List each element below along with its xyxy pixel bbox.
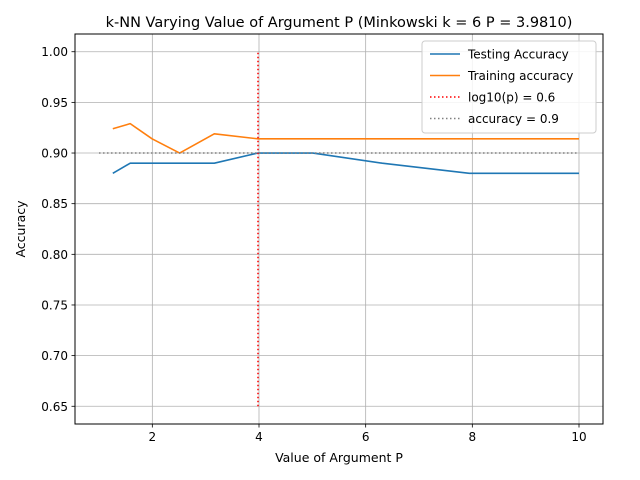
y-tick-label: 0.90 bbox=[41, 147, 68, 161]
axis-ticks: 2 4 6 8 10 0.65 0.70 0.75 0.80 0.85 0.90 0.95 1.00 bbox=[41, 45, 586, 444]
chart-title: k-NN Varying Value of Argument P (Minkow… bbox=[106, 15, 573, 31]
x-tick-label: 2 bbox=[149, 430, 157, 444]
x-tick-label: 6 bbox=[362, 430, 370, 444]
legend-label: accuracy = 0.9 bbox=[468, 112, 559, 126]
y-axis-label: Accuracy bbox=[13, 200, 28, 258]
series-line-2 bbox=[112, 122, 579, 154]
y-tick-label: 0.95 bbox=[41, 96, 68, 110]
y-tick-label: 0.70 bbox=[41, 349, 68, 363]
legend-label: Testing Accuracy bbox=[467, 48, 569, 62]
x-tick-label: 4 bbox=[255, 430, 263, 444]
x-tick-label: 8 bbox=[469, 430, 477, 444]
legend: Testing Accuracy Training accuracy log10(p… bbox=[421, 40, 597, 134]
y-tick-label: 0.80 bbox=[41, 248, 68, 262]
x-axis-label: Value of Argument P bbox=[275, 450, 403, 465]
legend-box bbox=[421, 40, 597, 134]
plot-frame bbox=[74, 33, 604, 425]
y-tick-label: 1.00 bbox=[41, 45, 68, 59]
reference-lines bbox=[99, 51, 579, 407]
series-line-1 bbox=[112, 152, 579, 175]
y-tick-label: 0.65 bbox=[41, 400, 68, 414]
legend-label: log10(p) = 0.6 bbox=[468, 91, 555, 105]
y-tick-label: 0.85 bbox=[41, 197, 68, 211]
legend-label: Training accuracy bbox=[467, 69, 573, 83]
series-layer bbox=[112, 122, 579, 175]
x-tick-label: 10 bbox=[571, 430, 586, 444]
y-tick-label: 0.75 bbox=[41, 298, 68, 312]
